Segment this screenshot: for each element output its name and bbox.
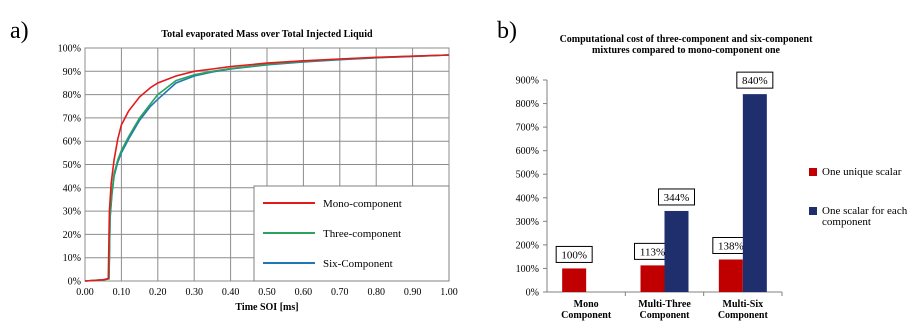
chart-b-legend: One unique scalar One scalar for eachcomp… bbox=[809, 166, 908, 228]
x-tick-label: 0.40 bbox=[222, 287, 240, 298]
y-tick-label: 70% bbox=[63, 113, 81, 124]
y-tick-label: 100% bbox=[58, 44, 81, 55]
data-label: 840% bbox=[742, 75, 768, 87]
legend-swatch bbox=[809, 168, 817, 176]
data-label: 344% bbox=[664, 192, 690, 204]
legend-entry: component bbox=[822, 216, 871, 228]
y-tick-label: 200% bbox=[516, 240, 539, 251]
y-tick-label: 10% bbox=[63, 253, 81, 264]
x-tick-label: 0.90 bbox=[404, 287, 422, 298]
x-tick-label: 0.20 bbox=[149, 287, 167, 298]
y-tick-label: 100% bbox=[516, 264, 539, 275]
y-tick-label: 30% bbox=[63, 207, 81, 218]
data-label-box bbox=[555, 245, 593, 263]
y-tick-label: 20% bbox=[63, 230, 81, 241]
y-tick-label: 50% bbox=[63, 160, 81, 171]
y-tick-label: 800% bbox=[516, 99, 539, 110]
data-label: 100% bbox=[561, 249, 587, 261]
x-tick-label: 0.80 bbox=[367, 287, 385, 298]
y-tick-label: 300% bbox=[516, 217, 539, 228]
y-tick-label: 60% bbox=[63, 137, 81, 148]
bar bbox=[718, 259, 743, 292]
bar bbox=[664, 210, 689, 292]
y-tick-label: 400% bbox=[516, 193, 539, 204]
chart-a-title: Total evaporated Mass over Total Injecte… bbox=[161, 29, 373, 40]
category-label: Multi-Six bbox=[723, 299, 764, 310]
chart-a-x-ticks: 0.00 0.10 0.20 0.30 0.40 0.50 0.60 0.70 0.80 0.90… bbox=[76, 287, 458, 298]
chart-b-title: Computational cost of three-component an… bbox=[560, 34, 814, 56]
category-label: Component bbox=[561, 310, 612, 321]
data-label-box bbox=[736, 71, 774, 89]
x-tick-label: 0.00 bbox=[76, 287, 94, 298]
category-label: Multi-Three bbox=[638, 299, 691, 310]
y-tick-label: 0% bbox=[68, 277, 81, 288]
y-tick-label: 0% bbox=[526, 288, 539, 299]
chart-a: 0%10%20%30%40%50%60%70%80%90%100% 0.00 0.… bbox=[58, 44, 458, 314]
x-tick-label: 0.30 bbox=[185, 287, 203, 298]
panel-label-a: a) bbox=[10, 18, 29, 44]
chart-a-series bbox=[84, 54, 450, 282]
x-tick-label: 1.00 bbox=[440, 287, 458, 298]
x-tick-label: 0.50 bbox=[258, 287, 276, 298]
bar bbox=[562, 268, 587, 292]
data-label: 113% bbox=[640, 246, 665, 258]
chart-a-legend: Mono-component Three-component Six-Compone… bbox=[253, 185, 450, 282]
legend-entry: Mono-component bbox=[323, 198, 402, 210]
legend-entry: Three-component bbox=[323, 228, 401, 240]
y-tick-label: 900% bbox=[516, 76, 539, 87]
x-tick-label: 0.10 bbox=[113, 287, 131, 298]
chart-b-title-line: Computational cost of three-component an… bbox=[560, 34, 814, 45]
y-tick-label: 40% bbox=[63, 183, 81, 194]
data-label-box bbox=[658, 188, 695, 206]
panel-label-b: b) bbox=[497, 18, 517, 44]
bar bbox=[640, 265, 665, 292]
category-label: Component bbox=[639, 310, 690, 321]
chart-b-categories: MonoComponentMulti-ThreeComponentMulti-S… bbox=[561, 292, 783, 321]
x-tick-label: 0.60 bbox=[295, 287, 313, 298]
category-label: Mono bbox=[574, 299, 599, 310]
y-tick-label: 80% bbox=[63, 90, 81, 101]
bar bbox=[742, 94, 767, 292]
legend-swatch bbox=[809, 207, 817, 215]
chart-a-y-ticks: 0% 10% 20% 30% 40% 50% 60% 70% 80% 90% 100% bbox=[58, 44, 81, 288]
chart-b-bars: 100% 113% 344% 138% 840% bbox=[555, 71, 774, 292]
legend-entry: One scalar for each bbox=[822, 205, 908, 217]
y-tick-label: 500% bbox=[516, 170, 539, 181]
y-tick-label: 700% bbox=[516, 123, 539, 134]
chart-a-x-axis-label: Time SOI [ms] bbox=[235, 302, 298, 313]
chart-b-title-line: mixtures compared to mono-component one bbox=[592, 45, 781, 56]
chart-b: 0% 100% 200% 300% 400% 500% 600% 700% 800% 900% 1… bbox=[516, 71, 908, 321]
data-label: 138% bbox=[718, 240, 744, 252]
y-tick-label: 90% bbox=[63, 67, 81, 78]
series-line-mono-component bbox=[84, 54, 450, 282]
x-tick-label: 0.70 bbox=[331, 287, 349, 298]
y-tick-label: 600% bbox=[516, 146, 539, 157]
legend-entry: Six-Component bbox=[323, 258, 393, 270]
chart-b-y-ticks: 0% 100% 200% 300% 400% 500% 600% 700% 800% 900% bbox=[516, 76, 547, 299]
category-label: Component bbox=[718, 310, 769, 321]
legend-entry: One unique scalar bbox=[822, 166, 902, 178]
